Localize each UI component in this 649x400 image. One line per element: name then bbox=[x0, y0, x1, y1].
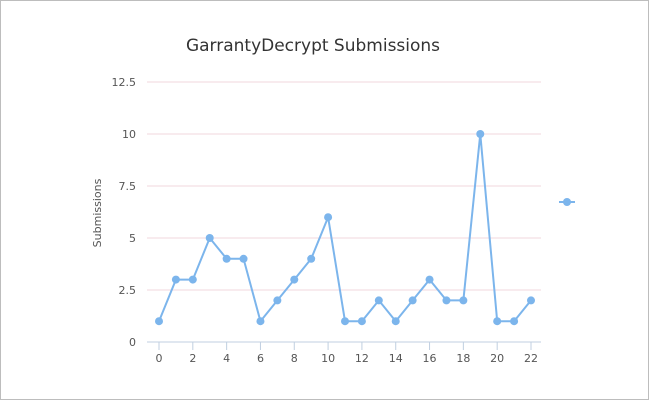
y-axis-label: Submissions bbox=[91, 178, 104, 247]
series-line bbox=[158, 133, 532, 323]
data-point[interactable] bbox=[425, 275, 434, 284]
data-point[interactable] bbox=[188, 275, 197, 284]
data-point[interactable] bbox=[222, 254, 231, 263]
x-tick-label: 12 bbox=[355, 352, 369, 365]
data-point[interactable] bbox=[459, 296, 468, 305]
x-tick-label: 14 bbox=[389, 352, 403, 365]
data-point[interactable] bbox=[290, 275, 299, 284]
data-point[interactable] bbox=[357, 317, 366, 326]
data-point[interactable] bbox=[408, 296, 417, 305]
legend[interactable] bbox=[559, 198, 575, 206]
data-point[interactable] bbox=[155, 317, 163, 326]
data-point[interactable] bbox=[493, 317, 502, 326]
y-tick-label: 7.5 bbox=[119, 180, 137, 193]
data-point[interactable] bbox=[341, 317, 349, 326]
y-tick-label: 0 bbox=[129, 336, 136, 349]
x-tick-label: 6 bbox=[257, 352, 264, 365]
data-point[interactable] bbox=[307, 254, 316, 263]
y-tick-label: 2.5 bbox=[119, 284, 137, 297]
legend-marker[interactable] bbox=[563, 198, 571, 206]
data-point[interactable] bbox=[256, 317, 265, 326]
data-point[interactable] bbox=[273, 296, 282, 305]
data-point[interactable] bbox=[476, 130, 485, 138]
grid-layer bbox=[147, 81, 541, 291]
x-tick-label: 22 bbox=[524, 352, 538, 365]
data-point[interactable] bbox=[510, 317, 519, 326]
series-layer bbox=[155, 130, 535, 326]
x-tick-label: 0 bbox=[156, 352, 163, 365]
data-point[interactable] bbox=[374, 296, 383, 305]
data-point[interactable] bbox=[324, 213, 333, 222]
x-tick-label: 2 bbox=[189, 352, 196, 365]
x-axis: 0 2 4 6 8 10 12 14 16 18 20 22 bbox=[147, 341, 541, 365]
x-tick-label: 4 bbox=[223, 352, 230, 365]
x-tick-label: 10 bbox=[321, 352, 335, 365]
y-tick-label: 12.5 bbox=[112, 76, 137, 89]
x-tick-label: 20 bbox=[490, 352, 504, 365]
x-tick-label: 8 bbox=[291, 352, 298, 365]
data-point[interactable] bbox=[527, 296, 535, 305]
data-point[interactable] bbox=[205, 234, 214, 242]
x-tick-label: 16 bbox=[423, 352, 437, 365]
x-tick-label: 18 bbox=[456, 352, 470, 365]
data-point[interactable] bbox=[391, 317, 400, 326]
y-tick-label: 5 bbox=[129, 232, 136, 245]
data-point[interactable] bbox=[239, 254, 248, 263]
y-tick-label: 10 bbox=[122, 128, 136, 141]
y-tick-labels: 0 2.5 5 7.5 10 12.5 bbox=[112, 76, 137, 349]
chart-title: GarrantyDecrypt Submissions bbox=[186, 36, 440, 56]
data-point[interactable] bbox=[171, 275, 180, 284]
data-point[interactable] bbox=[442, 296, 451, 305]
